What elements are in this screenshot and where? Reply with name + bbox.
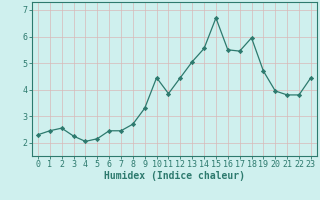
X-axis label: Humidex (Indice chaleur): Humidex (Indice chaleur)	[104, 171, 245, 181]
